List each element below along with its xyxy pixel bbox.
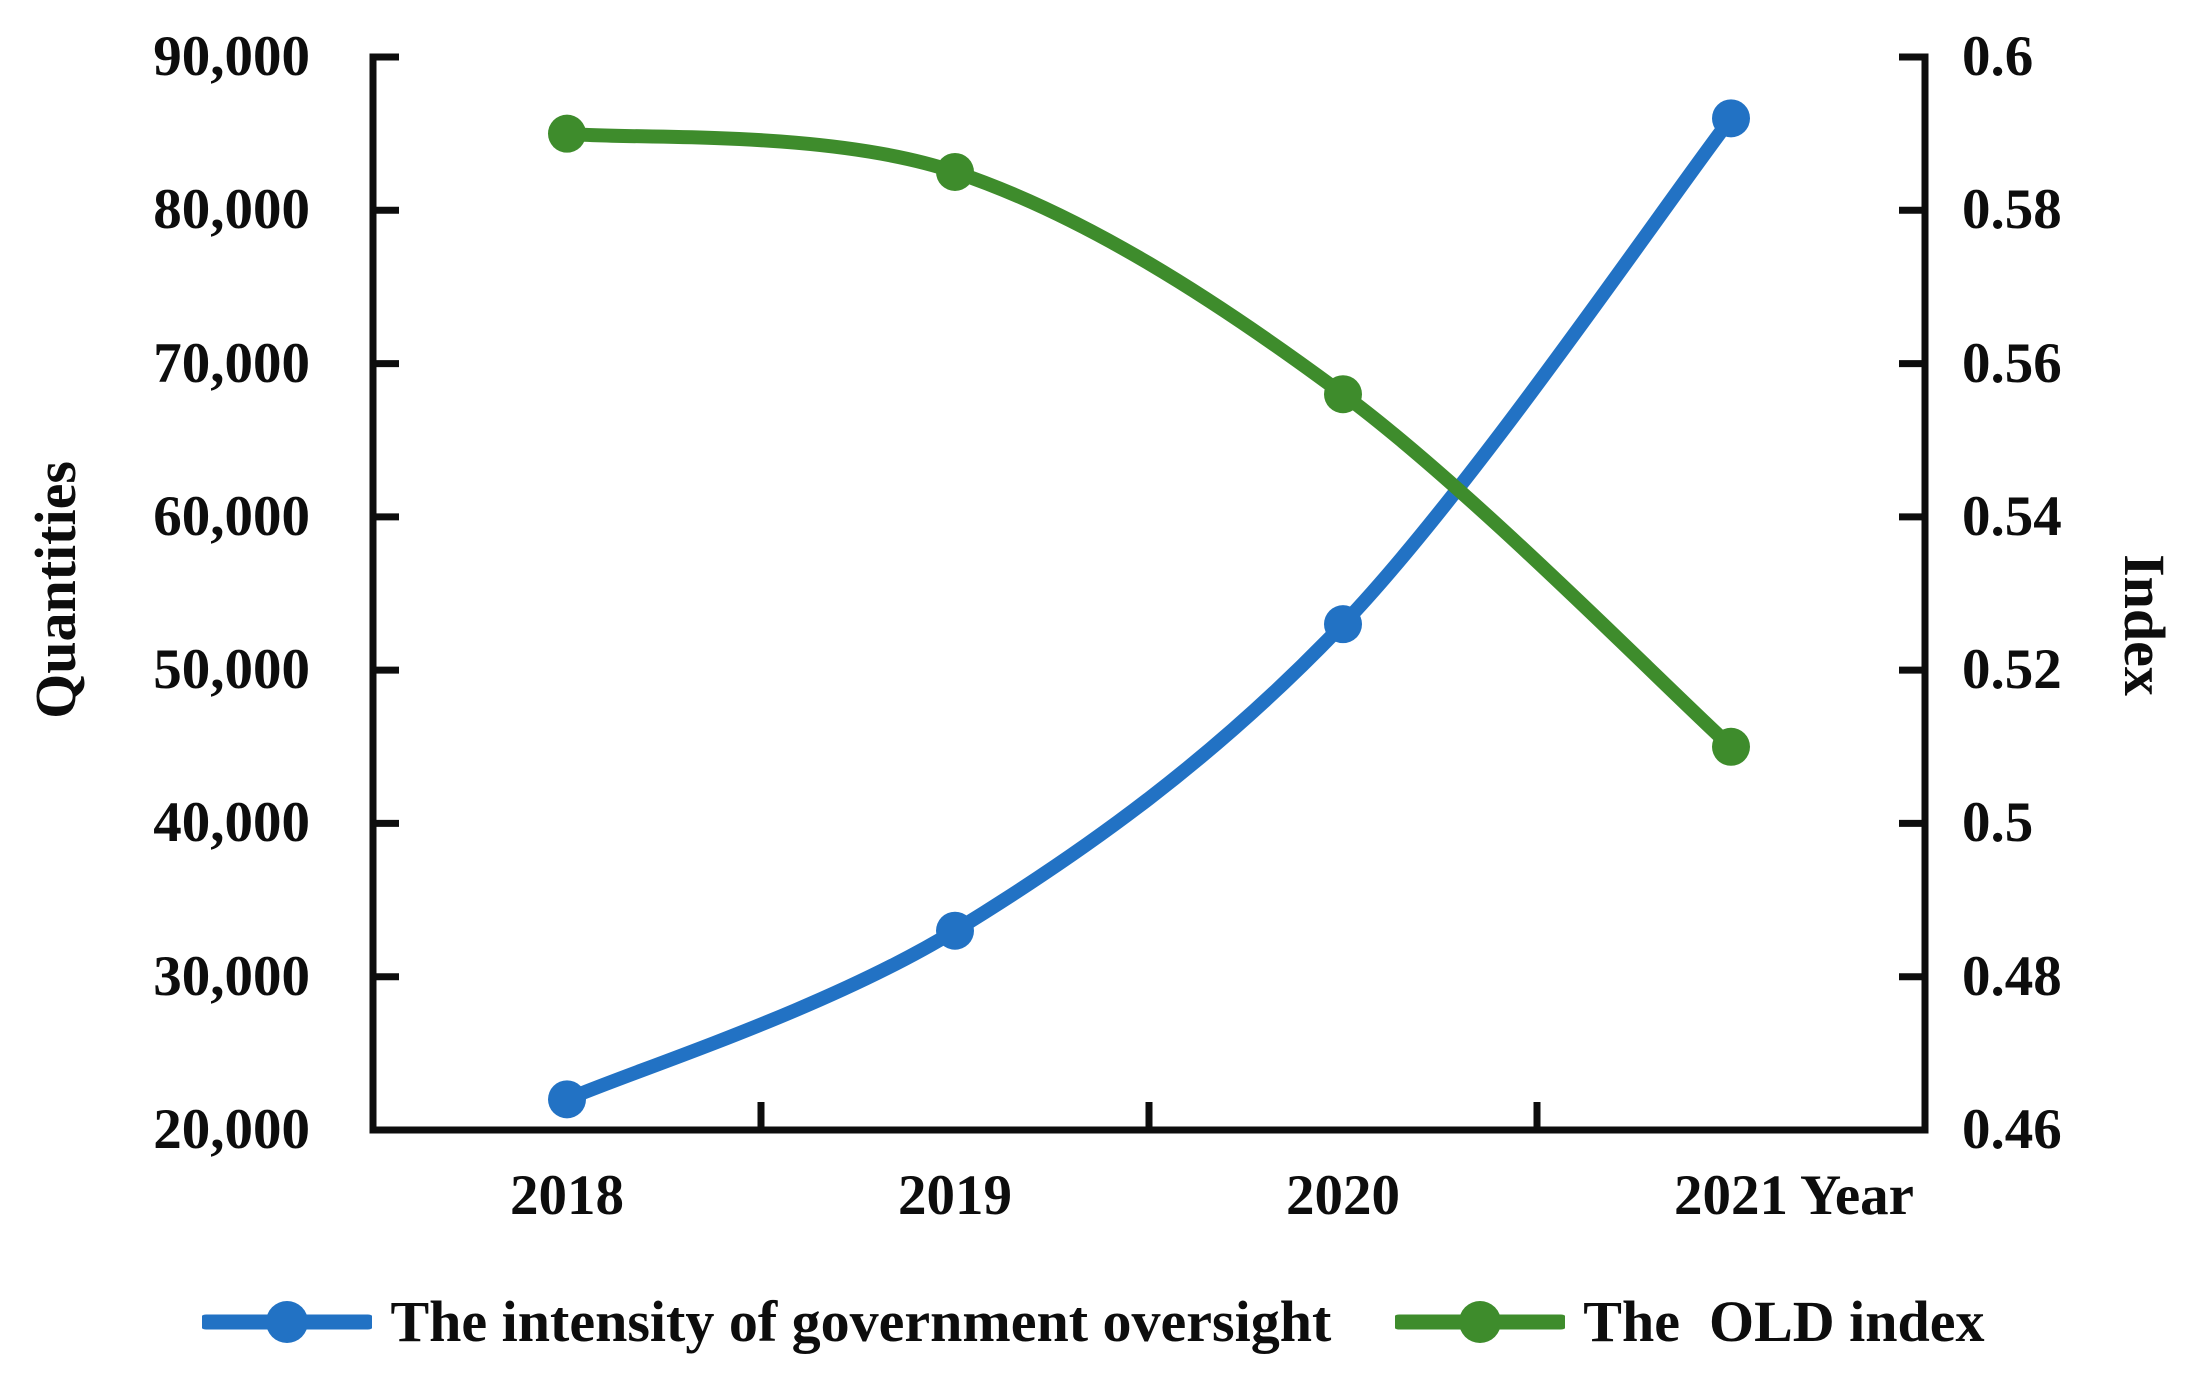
line-marker-icon xyxy=(1395,1301,1566,1343)
legend-item-oversight: The intensity of government oversight xyxy=(202,1292,1331,1352)
legend-label: The intensity of government oversight xyxy=(390,1289,1332,1354)
legend-label: The OLD index xyxy=(1583,1289,1985,1354)
right-axis-title: Index xyxy=(2112,554,2177,696)
left-axis-tick-label: 90,000 xyxy=(153,25,310,88)
left-axis-tick-label: 20,000 xyxy=(153,1098,310,1161)
left-axis-title: Quantities xyxy=(23,461,88,719)
x-axis-tick-label-2021: 2021 xyxy=(1674,1164,1788,1227)
right-axis-tick-label: 0.6 xyxy=(1962,25,2034,88)
left-axis-tick-label: 80,000 xyxy=(153,178,310,241)
left-axis-tick-label: 50,000 xyxy=(153,638,310,701)
right-axis-tick-label: 0.54 xyxy=(1962,485,2062,548)
x-axis-title: Year xyxy=(1800,1164,1914,1227)
right-axis-tick-label: 0.48 xyxy=(1962,945,2062,1008)
right-axis-tick-label: 0.58 xyxy=(1962,178,2062,241)
right-axis-tick-label: 0.46 xyxy=(1962,1098,2062,1161)
right-axis-tick-label: 0.5 xyxy=(1962,791,2034,854)
left-axis-tick-label: 30,000 xyxy=(153,945,310,1008)
right-axis-tick-label: 0.56 xyxy=(1962,332,2062,395)
x-axis-tick-label-2020: 2020 xyxy=(1286,1164,1400,1227)
legend-item-old-index: The OLD index xyxy=(1395,1289,1985,1354)
left-axis-tick-label: 40,000 xyxy=(153,791,310,854)
line-marker-icon xyxy=(202,1301,373,1343)
x-axis-tick-label-2019: 2019 xyxy=(898,1164,1012,1227)
left-axis-tick-label: 70,000 xyxy=(153,332,310,395)
x-axis-tick-label-2018: 2018 xyxy=(510,1164,624,1227)
legend: The intensity of government oversight Th… xyxy=(0,1272,2187,1372)
left-axis-tick-label: 60,000 xyxy=(153,485,310,548)
right-axis-tick-label: 0.52 xyxy=(1962,638,2062,701)
